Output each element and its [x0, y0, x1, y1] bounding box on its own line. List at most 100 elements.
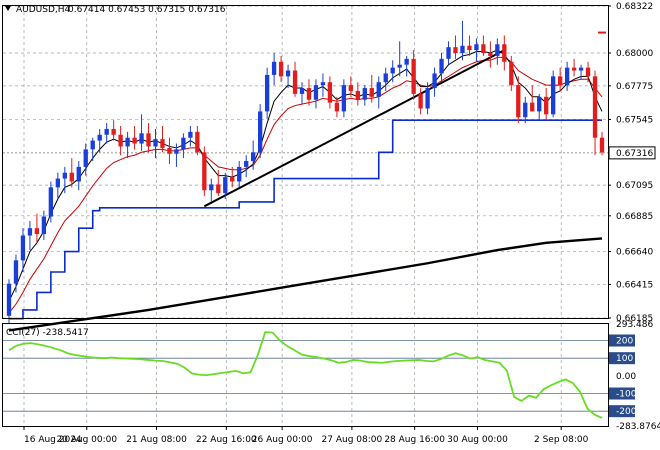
candle-body — [97, 134, 102, 141]
candle — [285, 64, 291, 89]
candle — [76, 161, 81, 191]
candle-body — [306, 88, 312, 100]
cci-tick-label: 293.486 — [616, 320, 653, 330]
candle-body — [383, 73, 388, 83]
candle — [90, 137, 95, 162]
candle — [174, 143, 179, 167]
candle — [111, 120, 116, 141]
candle-body — [313, 85, 319, 100]
candle-body — [118, 134, 123, 147]
candle-body — [327, 82, 333, 103]
cci-level-box — [609, 334, 635, 347]
candle-body — [564, 67, 570, 86]
candle — [27, 220, 33, 251]
candle-body — [34, 228, 40, 235]
candle-body — [341, 85, 347, 112]
candle-body — [320, 82, 326, 86]
candle — [230, 166, 235, 188]
candle-body — [362, 88, 367, 100]
time-tick-label: 28 Aug 16:00 — [384, 435, 445, 445]
candle — [439, 53, 444, 83]
candle — [460, 20, 465, 61]
candle — [146, 123, 151, 153]
candle — [411, 50, 416, 100]
candle-body — [523, 102, 528, 118]
cci-tick-label: 0.00 — [616, 372, 636, 382]
price-tick-label: 0.66415 — [616, 280, 653, 290]
candle — [474, 38, 479, 62]
candle — [537, 93, 542, 121]
price-axis: 0.68322 0.68000 0.67775 0.67545 0.67316 0.670… — [608, 2, 660, 432]
candle — [223, 172, 228, 200]
candle — [362, 85, 367, 106]
candle-body — [369, 88, 374, 97]
candle-body — [502, 44, 507, 62]
candle — [202, 146, 207, 197]
candle-body — [41, 216, 47, 235]
price-tick-label: 0.67775 — [616, 82, 653, 92]
candle-body — [6, 283, 12, 316]
trendline — [203, 49, 505, 208]
candle — [530, 85, 535, 112]
candle-body — [153, 139, 158, 147]
candle-body — [537, 96, 542, 112]
candle — [181, 133, 186, 159]
candle — [299, 82, 305, 105]
candle-body — [264, 74, 270, 112]
cci-level-box — [609, 387, 635, 400]
candle — [139, 114, 144, 151]
candle — [278, 55, 284, 83]
candle — [292, 61, 298, 97]
cci-tick-label: -100 — [616, 390, 637, 400]
cci-level-box — [609, 352, 635, 365]
candle-body — [439, 58, 444, 74]
candle-body — [76, 166, 81, 182]
price-panel — [3, 20, 608, 332]
candle-body — [551, 76, 556, 115]
candle — [599, 131, 605, 156]
candle-body — [578, 67, 584, 71]
candle-body — [13, 260, 19, 284]
candle-body — [27, 228, 33, 236]
candle — [383, 67, 388, 91]
candle-body — [404, 58, 409, 65]
candle-body — [278, 61, 284, 77]
candle — [55, 172, 60, 200]
candle-body — [390, 67, 395, 74]
candle-body — [376, 82, 381, 97]
candle — [334, 96, 340, 118]
candle-body — [495, 44, 500, 56]
candle — [216, 169, 221, 197]
candle-body — [425, 88, 430, 109]
candle-body — [111, 128, 116, 135]
candle — [481, 35, 486, 56]
candle — [585, 61, 591, 83]
candle-body — [481, 44, 486, 54]
cci-level-box — [609, 405, 635, 418]
candle — [327, 76, 333, 109]
candle — [390, 60, 395, 83]
candle-body — [334, 102, 340, 112]
candle — [69, 158, 74, 188]
price-tick-label: 0.66885 — [616, 212, 653, 222]
candle-body — [474, 44, 479, 51]
time-tick-label: 2 Sep 08:00 — [534, 435, 589, 445]
cci-tick-label: -200 — [616, 407, 637, 417]
candle — [404, 55, 409, 77]
candle — [13, 254, 19, 293]
time-tick-label: 22 Aug 16:00 — [196, 435, 257, 445]
collapse-triangle-icon[interactable] — [5, 6, 11, 11]
candle — [306, 79, 312, 106]
candle — [578, 64, 584, 80]
candle-body — [237, 166, 242, 182]
candle — [6, 279, 12, 324]
candle-body — [55, 178, 60, 188]
candle — [209, 178, 214, 202]
candle-body — [544, 96, 549, 115]
candle — [195, 126, 200, 156]
candle — [446, 41, 451, 65]
ohlc-label: 0.67414 0.67453 0.67315 0.67316 — [68, 5, 226, 15]
time-tick-label: 26 Aug 00:00 — [252, 435, 313, 445]
price-panel-border — [2, 5, 609, 319]
candle-body — [530, 102, 535, 112]
